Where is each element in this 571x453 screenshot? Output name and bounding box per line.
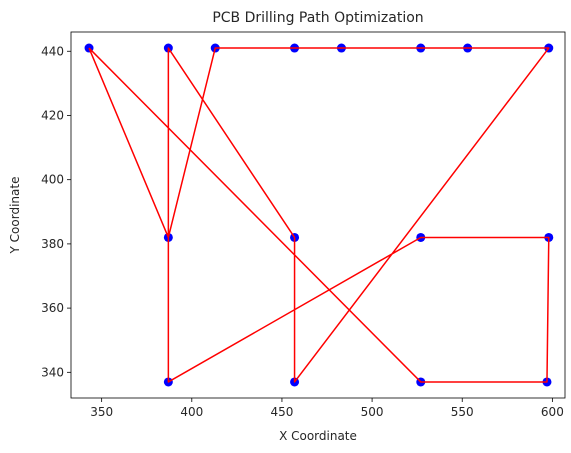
y-tick-label: 400 xyxy=(41,173,64,187)
y-axis-title: Y Coordinate xyxy=(8,177,22,255)
chart-title: PCB Drilling Path Optimization xyxy=(212,10,423,26)
x-tick-label: 400 xyxy=(180,405,203,419)
y-tick-label: 440 xyxy=(41,44,64,58)
x-axis-ticks: 350 400 450 500 550 600 xyxy=(90,398,564,419)
y-tick-label: 340 xyxy=(41,365,64,379)
y-axis-ticks: 340 360 380 400 420 440 xyxy=(41,44,71,379)
y-tick-label: 360 xyxy=(41,301,64,315)
x-tick-label: 350 xyxy=(90,405,113,419)
x-tick-label: 450 xyxy=(270,405,293,419)
path-layer xyxy=(88,47,550,383)
x-axis-title: X Coordinate xyxy=(279,429,357,443)
x-tick-label: 600 xyxy=(541,405,564,419)
plot-frame xyxy=(70,31,566,399)
drill-path-line xyxy=(88,47,550,383)
x-tick-label: 500 xyxy=(361,405,384,419)
y-tick-label: 420 xyxy=(41,108,64,122)
y-tick-label: 380 xyxy=(41,237,64,251)
plot-area xyxy=(71,32,565,398)
x-tick-label: 550 xyxy=(451,405,474,419)
